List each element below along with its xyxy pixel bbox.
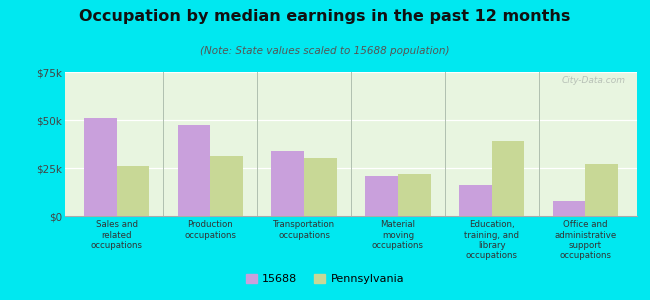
Text: Occupation by median earnings in the past 12 months: Occupation by median earnings in the pas… (79, 9, 571, 24)
Bar (116, 166, 150, 216)
Bar (459, 185, 491, 216)
Text: City-Data.com: City-Data.com (562, 76, 625, 85)
Bar (398, 174, 431, 216)
Bar (271, 151, 304, 216)
Bar (365, 176, 398, 216)
Bar (304, 158, 337, 216)
Bar (491, 141, 525, 216)
Legend: 15688, Pennsylvania: 15688, Pennsylvania (241, 269, 409, 288)
Bar (586, 164, 618, 216)
Bar (552, 201, 586, 216)
Bar (177, 125, 211, 216)
Bar (211, 157, 243, 216)
Text: (Note: State values scaled to 15688 population): (Note: State values scaled to 15688 popu… (200, 46, 450, 56)
Bar (84, 118, 116, 216)
